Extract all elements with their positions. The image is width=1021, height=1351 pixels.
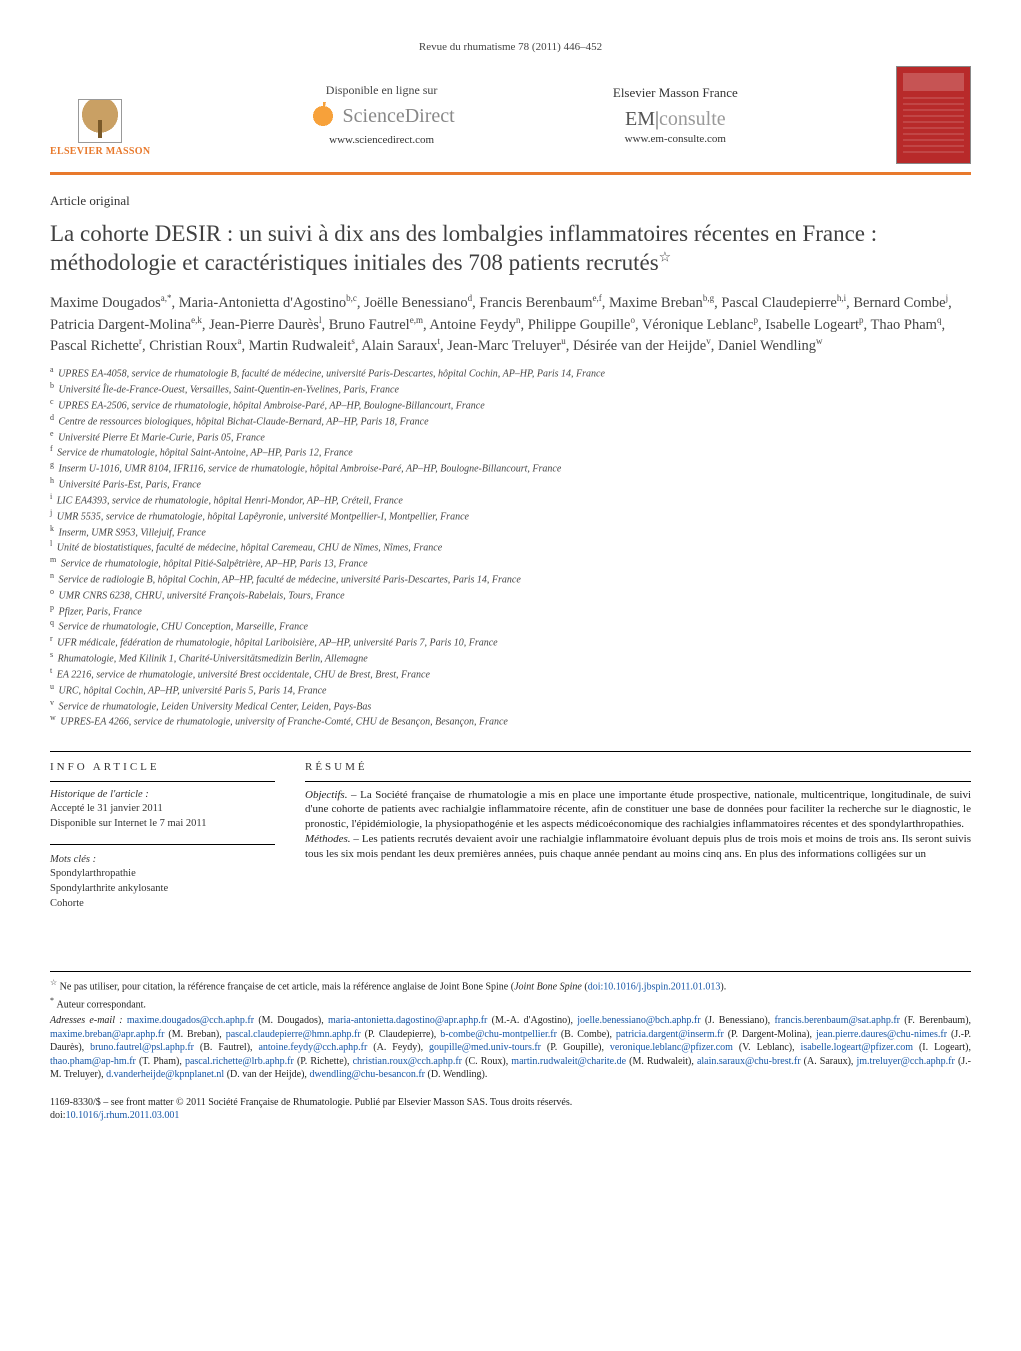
affiliation-item: q Service de rhumatologie, CHU Conceptio… — [50, 618, 971, 634]
sd-available-label: Disponible en ligne sur — [309, 83, 455, 99]
author-email-link[interactable]: francis.berenbaum@sat.aphp.fr — [774, 1015, 900, 1026]
article-doi-link[interactable]: 10.1016/j.rhum.2011.03.001 — [66, 1110, 180, 1121]
footnote-citation-note: ☆ Ne pas utiliser, pour citation, la réf… — [50, 978, 971, 994]
affiliation-item: v Service de rhumatologie, Leiden Univer… — [50, 698, 971, 714]
affiliation-item: j UMR 5535, service de rhumatologie, hôp… — [50, 508, 971, 524]
affiliation-item: u URC, hôpital Cochin, AP–HP, université… — [50, 682, 971, 698]
author-email-link[interactable]: pascal.claudepierre@hmn.aphp.fr — [226, 1029, 361, 1040]
emconsulte-logo: EM|consulte — [613, 106, 738, 132]
keyword-item: Cohorte — [50, 897, 275, 912]
info-heading: INFO ARTICLE — [50, 752, 275, 781]
affiliation-item: f Service de rhumatologie, hôpital Saint… — [50, 444, 971, 460]
affiliation-item: i LIC EA4393, service de rhumatologie, h… — [50, 492, 971, 508]
author-email-link[interactable]: isabelle.logeart@pfizer.com — [801, 1042, 914, 1053]
author-email-link[interactable]: bruno.fautrel@psl.aphp.fr — [90, 1042, 194, 1053]
affiliation-item: b Université Île-de-France-Ouest, Versai… — [50, 381, 971, 397]
affiliation-item: m Service de rhumatologie, hôpital Pitié… — [50, 555, 971, 571]
author-email-link[interactable]: maxime.breban@apr.aphp.fr — [50, 1029, 164, 1040]
author-email-link[interactable]: b-combe@chu-montpellier.fr — [440, 1029, 557, 1040]
methodes-text: Les patients recrutés devaient avoir une… — [305, 833, 971, 860]
affiliation-item: s Rhumatologie, Med Kilinik 1, Charité-U… — [50, 650, 971, 666]
journal-cover-thumbnail — [896, 66, 971, 164]
publisher-banner: ELSEVIER MASSON Disponible en ligne sur … — [50, 66, 971, 175]
emails-label: Adresses e-mail : — [50, 1015, 123, 1026]
affiliation-item: h Université Paris-Est, Paris, France — [50, 476, 971, 492]
abstract-body: Objectifs. – La Société française de rhu… — [305, 788, 971, 862]
keyword-item: Spondylarthropathie — [50, 867, 275, 882]
affiliation-item: w UPRES-EA 4266, service de rhumatologie… — [50, 713, 971, 729]
keywords: SpondylarthropathieSpondylarthrite ankyl… — [50, 867, 275, 911]
author-email-link[interactable]: dwendling@chu-besancon.fr — [309, 1069, 425, 1080]
sciencedirect-name: ScienceDirect — [343, 103, 455, 129]
article-type: Article original — [50, 193, 971, 210]
affiliation-item: d Centre de ressources biologiques, hôpi… — [50, 413, 971, 429]
copyright-line: 1169-8330/$ – see front matter © 2011 So… — [50, 1096, 971, 1109]
footnote-emails: Adresses e-mail : maxime.dougados@cch.ap… — [50, 1014, 971, 1082]
affiliation-item: a UPRES EA-4058, service de rhumatologie… — [50, 365, 971, 381]
doi-label: doi: — [50, 1110, 66, 1121]
sciencedirect-url[interactable]: www.sciencedirect.com — [309, 133, 455, 147]
accepted-date: Accepté le 31 janvier 2011 — [50, 802, 275, 817]
affiliations-list: a UPRES EA-4058, service de rhumatologie… — [50, 365, 971, 729]
author-email-link[interactable]: goupille@med.univ-tours.fr — [429, 1042, 541, 1053]
journal-reference: Revue du rhumatisme 78 (2011) 446–452 — [50, 40, 971, 54]
elsevier-name: ELSEVIER MASSON — [50, 145, 150, 158]
affiliation-item: r UFR médicale, fédération de rhumatolog… — [50, 634, 971, 650]
online-date: Disponible sur Internet le 7 mai 2011 — [50, 817, 275, 832]
author-email-link[interactable]: jm.treluyer@cch.aphp.fr — [857, 1056, 955, 1067]
abstract-heading: RÉSUMÉ — [305, 752, 971, 781]
affiliation-item: l Unité de biostatistiques, faculté de m… — [50, 539, 971, 555]
author-email-link[interactable]: d.vanderheijde@kpnplanet.nl — [106, 1069, 224, 1080]
affiliation-item: e Université Pierre Et Marie-Curie, Pari… — [50, 429, 971, 445]
emconsulte-block: Elsevier Masson France EM|consulte www.e… — [613, 85, 738, 146]
copyright-block: 1169-8330/$ – see front matter © 2011 So… — [50, 1096, 971, 1122]
em-publisher-name: Elsevier Masson France — [613, 85, 738, 102]
elsevier-tree-icon — [78, 99, 122, 143]
affiliation-item: n Service de radiologie B, hôpital Cochi… — [50, 571, 971, 587]
methodes-label: Méthodes. – — [305, 833, 359, 845]
keywords-label: Mots clés : — [50, 853, 275, 868]
elsevier-masson-logo: ELSEVIER MASSON — [50, 73, 150, 158]
history-label: Historique de l'article : — [50, 788, 275, 803]
author-email-link[interactable]: patricia.dargent@inserm.fr — [616, 1029, 724, 1040]
author-email-link[interactable]: christian.roux@cch.aphp.fr — [353, 1056, 462, 1067]
author-email-link[interactable]: jean.pierre.daures@chu-nimes.fr — [816, 1029, 947, 1040]
title-footnote-marker: ☆ — [659, 250, 672, 265]
article-info-column: INFO ARTICLE Historique de l'article : A… — [50, 752, 275, 923]
jbs-doi-link[interactable]: doi:10.1016/j.jbspin.2011.01.013 — [588, 982, 721, 993]
sciencedirect-block: Disponible en ligne sur ScienceDirect ww… — [309, 83, 455, 148]
author-email-link[interactable]: joelle.benessiano@bch.aphp.fr — [577, 1015, 700, 1026]
affiliation-item: o UMR CNRS 6238, CHRU, université Franço… — [50, 587, 971, 603]
author-email-link[interactable]: thao.pham@ap-hm.fr — [50, 1056, 136, 1067]
author-email-link[interactable]: martin.rudwaleit@charite.de — [511, 1056, 626, 1067]
author-email-link[interactable]: alain.saraux@chu-brest.fr — [697, 1056, 801, 1067]
author-email-link[interactable]: maxime.dougados@cch.aphp.fr — [127, 1015, 254, 1026]
affiliation-item: k Inserm, UMR S953, Villejuif, France — [50, 524, 971, 540]
author-email-link[interactable]: maria-antonietta.dagostino@apr.aphp.fr — [328, 1015, 487, 1026]
objectifs-text: La Société française de rhumatologie a m… — [305, 789, 971, 831]
author-email-link[interactable]: veronique.leblanc@pfizer.com — [610, 1042, 733, 1053]
sciencedirect-icon — [309, 102, 337, 130]
emconsulte-url[interactable]: www.em-consulte.com — [613, 132, 738, 146]
keyword-item: Spondylarthrite ankylosante — [50, 882, 275, 897]
author-email-link[interactable]: pascal.richette@lrb.aphp.fr — [185, 1056, 294, 1067]
affiliation-item: t EA 2216, service de rhumatologie, univ… — [50, 666, 971, 682]
affiliation-item: c UPRES EA-2506, service de rhumatologie… — [50, 397, 971, 413]
abstract-column: RÉSUMÉ Objectifs. – La Société française… — [305, 752, 971, 923]
author-email-link[interactable]: antoine.feydy@cch.aphp.fr — [258, 1042, 367, 1053]
footnote-corresponding: * Auteur correspondant. — [50, 996, 971, 1012]
affiliation-item: p Pfizer, Paris, France — [50, 603, 971, 619]
article-title: La cohorte DESIR : un suivi à dix ans de… — [50, 220, 971, 278]
affiliation-item: g Inserm U-1016, UMR 8104, IFR116, servi… — [50, 460, 971, 476]
footnotes: ☆ Ne pas utiliser, pour citation, la réf… — [50, 971, 971, 1081]
objectifs-label: Objectifs. – — [305, 789, 357, 801]
author-list: Maxime Dougadosa,*, Maria-Antonietta d'A… — [50, 292, 971, 358]
